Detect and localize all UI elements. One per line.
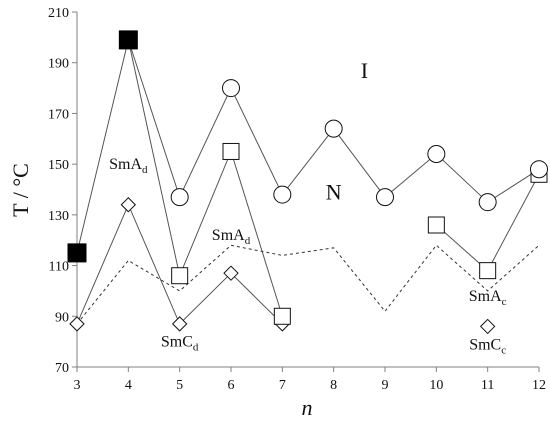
y-tick-label: 150 xyxy=(48,158,69,173)
x-tick-label: 7 xyxy=(279,378,286,393)
y-tick-label: 210 xyxy=(48,6,69,21)
square-point xyxy=(222,142,240,160)
series-line xyxy=(76,39,129,254)
y-tick-label: 170 xyxy=(48,107,69,122)
series-line xyxy=(76,203,283,325)
circle-point xyxy=(324,119,343,138)
circle-point xyxy=(170,188,189,207)
circle-point xyxy=(376,188,394,207)
circle-point xyxy=(530,160,548,179)
series-line xyxy=(127,39,283,317)
axes: 70 90 110 130 150 170 190 210 3 4 5 6 7 8 9 10 11 12 xyxy=(48,6,546,393)
x-axis-title: n xyxy=(302,395,313,420)
circle-point xyxy=(222,79,240,98)
series-line xyxy=(436,174,540,272)
x-tick-label: 10 xyxy=(429,378,443,393)
x-tick-label: 3 xyxy=(74,378,81,393)
phase-label: SmCd xyxy=(161,334,199,354)
diamond-point xyxy=(479,318,496,335)
filled-square-point xyxy=(118,30,138,50)
x-tick-label: 9 xyxy=(382,378,389,393)
y-tick-label: 190 xyxy=(48,57,69,72)
diamond-point xyxy=(120,197,137,213)
circle-point xyxy=(273,185,292,204)
y-tick-label: 110 xyxy=(49,260,69,275)
square-point xyxy=(171,267,189,285)
diamond-point xyxy=(223,265,239,281)
circle-point xyxy=(478,193,497,212)
series-layer xyxy=(76,39,540,325)
y-axis-title: T / °C xyxy=(8,163,33,217)
marker-layer xyxy=(67,30,548,335)
y-tick-label: 90 xyxy=(55,310,69,325)
dotted-boundary-line xyxy=(76,244,540,325)
circle-point xyxy=(427,145,446,163)
x-tick-label: 12 xyxy=(532,378,546,393)
square-point xyxy=(273,307,291,325)
square-point xyxy=(427,216,445,234)
region-label: I xyxy=(361,58,368,83)
x-tick-label: 6 xyxy=(228,378,235,393)
x-tick-label: 11 xyxy=(481,378,494,393)
phase-label: SmAc xyxy=(469,288,507,308)
phase-label: SmAd xyxy=(212,227,251,247)
x-tick-label: 5 xyxy=(176,378,183,393)
phase-label: SmCc xyxy=(469,336,506,356)
diamond-point xyxy=(171,316,188,332)
region-label: N xyxy=(326,180,342,205)
phase-label: SmAd xyxy=(109,156,148,176)
annotation-layer: I N SmAd SmAd SmCd SmAc SmCc xyxy=(109,58,507,356)
y-tick-label: 130 xyxy=(48,209,69,224)
x-tick-label: 8 xyxy=(330,378,337,393)
x-tick-label: 4 xyxy=(125,378,132,393)
diamond-point xyxy=(69,316,85,332)
filled-square-point xyxy=(67,243,87,263)
y-tick-label: 70 xyxy=(55,361,69,376)
square-point xyxy=(479,262,497,280)
